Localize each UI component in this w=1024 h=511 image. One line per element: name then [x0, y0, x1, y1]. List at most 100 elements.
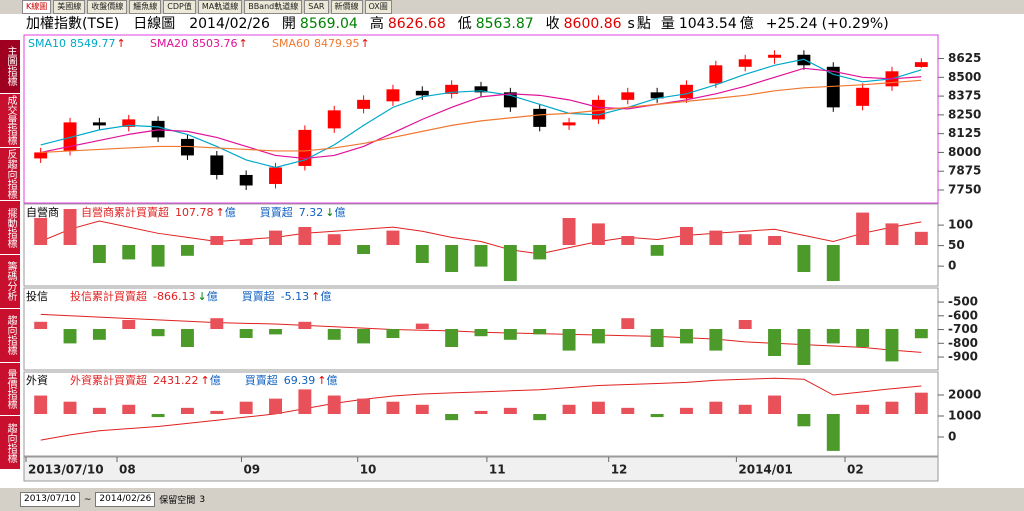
bar	[885, 401, 899, 414]
candle-body	[709, 65, 723, 84]
legend-name: 投信累計買賣超	[70, 289, 147, 303]
bar	[797, 245, 811, 272]
bar	[768, 236, 782, 245]
y-tick-label: -800	[948, 336, 978, 350]
toolbar-tab[interactable]: 鱷魚線	[129, 0, 162, 14]
toolbar-tab[interactable]: 新價線	[330, 0, 363, 14]
bar	[327, 329, 341, 340]
bar	[503, 329, 517, 340]
toolbar-tab[interactable]: SAR	[304, 0, 329, 14]
legend-value: 8479.95	[314, 37, 360, 50]
candle-body	[914, 62, 928, 67]
bar	[445, 414, 459, 421]
side-tab[interactable]: 趨向指標	[0, 416, 20, 470]
legend-name: SMA60	[272, 37, 310, 50]
bar	[92, 407, 106, 414]
candle-body	[445, 84, 459, 94]
bar	[621, 407, 635, 414]
bar	[474, 245, 488, 267]
bar	[562, 218, 576, 245]
y-tick-label: 1000	[948, 409, 981, 423]
candle-body	[122, 119, 136, 127]
candle-body	[386, 89, 400, 102]
candle-body	[298, 129, 312, 166]
side-tab[interactable]: 量價指標	[0, 363, 20, 417]
bar	[768, 395, 782, 414]
end-date[interactable]: 2014/02/26	[95, 492, 156, 507]
bar	[151, 245, 165, 267]
side-tab[interactable]: 反趨向指標	[0, 148, 20, 202]
candle-body	[269, 167, 282, 184]
bar	[621, 236, 635, 245]
y-tick-label: 8000	[948, 145, 981, 159]
toolbar-tab[interactable]: BBand軌道線	[244, 0, 303, 14]
bar	[269, 230, 282, 245]
y-tick-label: 7750	[948, 182, 981, 196]
legend-name: 買賣超	[242, 289, 275, 303]
candle-body	[210, 155, 224, 175]
legend-value: 2431.22	[153, 374, 199, 387]
bar	[474, 329, 488, 337]
price-frame	[23, 34, 939, 204]
toolbar-tab[interactable]: MA軌道線	[197, 0, 243, 14]
reserve-value[interactable]: 3	[199, 494, 206, 505]
reserve-label: 保留空間	[159, 496, 196, 506]
close-value: 8600.86	[564, 16, 622, 32]
bar	[298, 389, 312, 414]
bar	[885, 329, 899, 362]
chart: 加權指數(TSE) 日線圖 2014/02/26 開 8569.04 高 8626.68 低 8…	[23, 15, 981, 482]
candle-body	[650, 92, 664, 99]
bar	[63, 329, 77, 344]
legend-arrow: ↓	[325, 206, 334, 219]
bar	[239, 401, 253, 414]
legend-value: 8503.76	[192, 37, 238, 50]
side-tab[interactable]: 擺動指標	[0, 201, 20, 255]
bar	[122, 404, 136, 414]
legend-name: 自營商累計買賣超	[81, 205, 169, 219]
toolbar-tab[interactable]: 美國線	[53, 0, 86, 14]
side-tab[interactable]: 趨向指標	[0, 309, 20, 363]
candle-body	[797, 54, 811, 66]
legend-unit: 億	[210, 374, 221, 387]
candle-body	[327, 110, 341, 129]
x-tick-label: 2013/07/10	[28, 463, 104, 477]
toolbar-tab[interactable]: K線圖	[22, 0, 52, 14]
bar	[562, 329, 576, 351]
toolbar-tab[interactable]: 收盤價線	[87, 0, 128, 14]
candle-body	[357, 99, 371, 109]
bar	[180, 245, 194, 256]
legend-arrow: ↑	[117, 37, 126, 50]
toolbar-tab[interactable]: OX圖	[364, 0, 392, 14]
x-tick-label: 10	[360, 463, 377, 477]
volume-label: 量	[661, 16, 675, 32]
candle-body	[151, 120, 165, 138]
bar	[709, 329, 723, 351]
cumulative-line	[40, 377, 922, 441]
bar	[503, 245, 517, 281]
bar	[533, 329, 547, 335]
start-date[interactable]: 2013/07/10	[20, 492, 80, 507]
panel-frame	[23, 287, 939, 371]
toolbar-tab[interactable]: CDP值	[163, 0, 196, 14]
side-tab[interactable]: 成交量指標	[0, 94, 20, 148]
bar	[533, 245, 547, 260]
bar	[210, 318, 224, 329]
side-tab[interactable]: 籌碼分析	[0, 255, 20, 309]
bar	[680, 407, 693, 414]
legend-name: 買賣超	[245, 373, 278, 387]
bar	[34, 218, 48, 245]
bar	[239, 239, 253, 245]
legend-value: 8549.77	[70, 37, 116, 50]
candle-body	[92, 122, 106, 126]
date-axis	[23, 456, 939, 482]
bar	[357, 329, 371, 344]
bar	[591, 329, 605, 344]
bar	[621, 318, 635, 329]
bar	[92, 329, 106, 340]
bar	[386, 401, 400, 414]
y-tick-label: 2000	[948, 388, 981, 402]
side-tab[interactable]: 主圖指標	[0, 40, 20, 94]
high-label: 高	[370, 15, 384, 32]
y-tick-label: 100	[948, 218, 973, 232]
legend-arrow: ↑	[317, 374, 326, 387]
